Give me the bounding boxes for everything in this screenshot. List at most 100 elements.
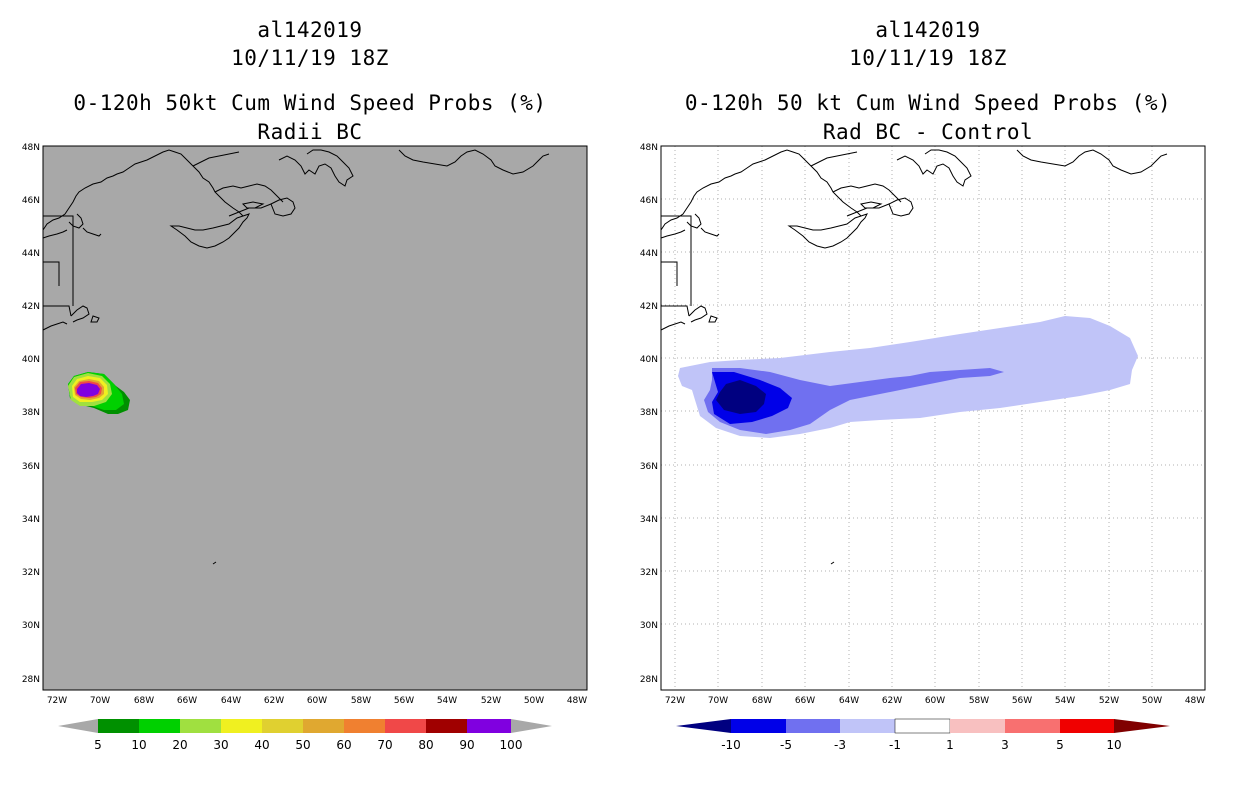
colorbar-label: 90 (459, 738, 474, 752)
colorbar-label: 60 (336, 738, 351, 752)
colorbar-label: -10 (721, 738, 741, 752)
lat-label: 48N (640, 143, 658, 153)
left-subtitle: Radii BC (257, 120, 363, 144)
lon-label: 72W (47, 696, 67, 706)
lat-label: 42N (640, 302, 658, 312)
lat-label: 42N (22, 302, 40, 312)
lat-label: 44N (640, 249, 658, 259)
left-colorbar (58, 719, 552, 733)
right-subtitle: Rad BC - Control (822, 120, 1034, 144)
colorbar-label: 70 (377, 738, 392, 752)
lon-label: 52W (481, 696, 501, 706)
colorbar-swatch (467, 719, 511, 733)
lat-label: 34N (22, 515, 40, 525)
lon-label: 64W (839, 696, 859, 706)
lon-label: 70W (708, 696, 728, 706)
colorbar-label: 5 (1056, 738, 1064, 752)
colorbar-swatch (385, 719, 426, 733)
colorbar-swatch (950, 719, 1005, 733)
prob-100 (77, 383, 100, 397)
left-colorbar-high-arrow (511, 719, 552, 733)
right-lat-labels: 48N 46N 44N 42N 40N 38N 36N 34N 32N 30N … (640, 143, 658, 685)
right-storm-id: al142019 (875, 18, 981, 42)
lat-label: 32N (22, 568, 40, 578)
colorbar-swatch (303, 719, 344, 733)
colorbar-swatch (1060, 719, 1114, 733)
lon-label: 62W (264, 696, 284, 706)
left-lat-labels: 48N 46N 44N 42N 40N 38N 36N 34N 32N 30N … (22, 143, 40, 685)
right-map (660, 145, 1206, 691)
lon-label: 68W (752, 696, 772, 706)
right-title: 0-120h 50 kt Cum Wind Speed Probs (%) (684, 91, 1172, 115)
lon-label: 66W (795, 696, 815, 706)
lon-label: 54W (1055, 696, 1075, 706)
lon-label: 58W (969, 696, 989, 706)
colorbar-label: 30 (213, 738, 228, 752)
colorbar-label: 40 (254, 738, 269, 752)
colorbar-label: 3 (1001, 738, 1009, 752)
lat-label: 38N (640, 408, 658, 418)
lat-label: 30N (640, 621, 658, 631)
left-colorbar-low-arrow (58, 719, 98, 733)
colorbar-swatch (98, 719, 139, 733)
right-colorbar-labels: -10 -5 -3 -1 1 3 5 10 (721, 738, 1121, 752)
lat-label: 46N (22, 196, 40, 206)
right-lon-labels: 72W 70W 68W 66W 64W 62W 60W 58W 56W 54W … (665, 696, 1205, 706)
colorbar-label: 80 (418, 738, 433, 752)
lat-label: 44N (22, 249, 40, 259)
lon-label: 54W (437, 696, 457, 706)
lon-label: 64W (221, 696, 241, 706)
lat-label: 36N (640, 462, 658, 472)
colorbar-swatch (426, 719, 467, 733)
right-colorbar (676, 718, 1170, 734)
colorbar-label: 5 (94, 738, 102, 752)
lon-label: 60W (925, 696, 945, 706)
lat-label: 28N (640, 675, 658, 685)
colorbar-label: 100 (500, 738, 523, 752)
lon-label: 50W (524, 696, 544, 706)
colorbar-swatch (840, 719, 895, 733)
diff-minus10 (716, 380, 766, 414)
left-map (42, 145, 588, 691)
colorbar-swatch (221, 719, 262, 733)
left-title: 0-120h 50kt Cum Wind Speed Probs (%) (73, 91, 547, 115)
colorbar-label: 1 (946, 738, 954, 752)
left-colorbar-labels: 5 10 20 30 40 50 60 70 80 90 100 (94, 738, 522, 752)
lat-label: 30N (22, 621, 40, 631)
lon-label: 58W (351, 696, 371, 706)
diff-minus3 (704, 368, 1004, 434)
colorbar-label: 10 (1106, 738, 1121, 752)
lat-label: 40N (22, 355, 40, 365)
lat-label: 46N (640, 196, 658, 206)
lon-label: 56W (394, 696, 414, 706)
right-colorbar-low-arrow (676, 719, 731, 733)
right-datetime: 10/11/19 18Z (849, 46, 1007, 70)
colorbar-swatch (180, 719, 221, 733)
lon-label: 48W (567, 696, 587, 706)
colorbar-label: -1 (889, 738, 901, 752)
lon-label: 50W (1142, 696, 1162, 706)
lat-label: 36N (22, 462, 40, 472)
colorbar-swatch (894, 718, 951, 734)
lon-label: 66W (177, 696, 197, 706)
left-datetime: 10/11/19 18Z (231, 46, 389, 70)
lon-label: 52W (1099, 696, 1119, 706)
left-map-background (43, 146, 587, 690)
lat-label: 40N (640, 355, 658, 365)
lon-label: 56W (1012, 696, 1032, 706)
lat-label: 38N (22, 408, 40, 418)
colorbar-swatch (786, 719, 840, 733)
colorbar-label: -5 (780, 738, 792, 752)
lon-label: 62W (882, 696, 902, 706)
colorbar-label: 50 (295, 738, 310, 752)
lat-label: 34N (640, 515, 658, 525)
lat-label: 28N (22, 675, 40, 685)
colorbar-swatch (344, 719, 385, 733)
lon-label: 68W (134, 696, 154, 706)
left-storm-id: al142019 (257, 18, 363, 42)
left-lon-labels: 72W 70W 68W 66W 64W 62W 60W 58W 56W 54W … (47, 696, 587, 706)
colorbar-swatch (1005, 719, 1060, 733)
colorbar-label: 20 (172, 738, 187, 752)
colorbar-label: -3 (834, 738, 846, 752)
